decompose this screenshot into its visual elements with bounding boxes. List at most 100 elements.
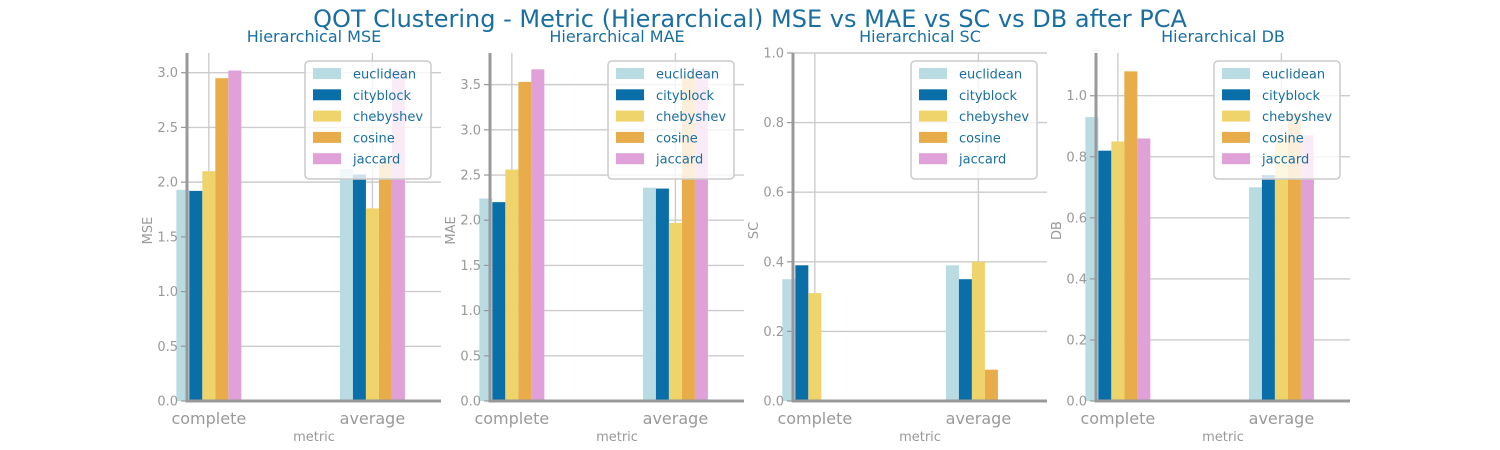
y-tick-label: 1.0 xyxy=(157,285,178,300)
bar-chebyshev-complete xyxy=(1111,141,1125,402)
legend-label-cityblock: cityblock xyxy=(1262,89,1321,104)
bar-cosine-average xyxy=(984,369,998,401)
y-tick-label: 0.6 xyxy=(1066,211,1087,226)
legend-label-chebyshev: chebyshev xyxy=(353,110,423,125)
x-tick-label: complete xyxy=(474,409,549,428)
y-tick-label: 2.0 xyxy=(157,176,178,191)
bar-chebyshev-average xyxy=(1274,135,1288,401)
legend-label-chebyshev: chebyshev xyxy=(959,110,1029,125)
legend-swatch-cityblock xyxy=(919,89,947,101)
legend-label-euclidean: euclidean xyxy=(959,68,1022,83)
bar-euclidean-average xyxy=(945,265,959,401)
x-tick-label: average xyxy=(340,409,406,428)
bar-euclidean-average xyxy=(642,187,656,401)
legend-label-cosine: cosine xyxy=(353,131,395,146)
legend-swatch-chebyshev xyxy=(1222,110,1250,122)
y-tick-label: 3.0 xyxy=(460,123,481,138)
y-axis-label: MSE xyxy=(141,217,156,245)
bar-cityblock-average xyxy=(655,188,669,401)
bar-jaccard-complete xyxy=(228,70,242,402)
y-tick-label: 0.5 xyxy=(460,349,481,364)
bar-cityblock-complete xyxy=(795,265,809,401)
legend-swatch-jaccard xyxy=(1222,153,1250,165)
subplot-sc: 0.0 0.2 0.4 0.6 0.8 1.0 complete average metric S… xyxy=(747,27,1047,445)
legend-label-jaccard: jaccard xyxy=(352,153,400,168)
bar-jaccard-complete xyxy=(531,69,545,401)
x-axis-label: metric xyxy=(293,430,335,445)
legend-swatch-euclidean xyxy=(919,68,947,79)
y-tick-label: 0.6 xyxy=(763,186,784,201)
legend-swatch-euclidean xyxy=(313,68,341,79)
bar-cosine-average xyxy=(378,160,392,401)
legend-swatch-chebyshev xyxy=(919,110,947,122)
y-axis-label: MAE xyxy=(444,216,459,244)
subplot-title: Hierarchical MAE xyxy=(549,27,684,46)
y-tick-label: 1.0 xyxy=(460,304,481,319)
subplot-mse: 0.0 0.5 1.0 1.5 2.0 2.5 3.0 complete average metr… xyxy=(141,27,441,445)
figure-title: QOT Clustering - Metric (Hierarchical) M… xyxy=(313,5,1187,33)
legend-label-euclidean: euclidean xyxy=(656,68,719,83)
bar-chebyshev-average xyxy=(668,222,682,401)
legend-label-jaccard: jaccard xyxy=(958,153,1006,168)
bar-chebyshev-average xyxy=(971,261,985,401)
x-axis-label: metric xyxy=(899,430,941,445)
legend-label-cityblock: cityblock xyxy=(656,89,715,104)
y-tick-label: 0.2 xyxy=(763,325,784,340)
legend-label-cityblock: cityblock xyxy=(959,89,1018,104)
y-tick-label: 0.0 xyxy=(460,395,481,410)
bar-cityblock-average xyxy=(958,279,972,401)
bar-cosine-complete xyxy=(215,78,229,402)
y-tick-label: 2.5 xyxy=(157,121,178,136)
legend-label-cosine: cosine xyxy=(1262,131,1304,146)
bar-jaccard-average xyxy=(1300,135,1314,401)
y-tick-label: 1.0 xyxy=(1066,89,1087,104)
legend-swatch-cityblock xyxy=(1222,89,1250,101)
y-tick-label: 0.2 xyxy=(1066,333,1087,348)
bar-euclidean-average xyxy=(339,169,353,401)
y-tick-label: 2.5 xyxy=(460,169,481,184)
bar-euclidean-average xyxy=(1248,187,1262,401)
y-tick-label: 0.8 xyxy=(1066,150,1087,165)
bar-cosine-average xyxy=(1287,114,1301,401)
bar-cityblock-complete xyxy=(492,202,506,401)
legend-label-jaccard: jaccard xyxy=(655,153,703,168)
x-tick-label: average xyxy=(946,409,1012,428)
y-tick-label: 3.5 xyxy=(460,78,481,93)
legend-swatch-euclidean xyxy=(616,68,644,79)
subplot-mae: 0.0 0.5 1.0 1.5 2.0 2.5 3.0 3.5 complete average m… xyxy=(444,27,744,445)
legend-swatch-euclidean xyxy=(1222,68,1250,79)
x-tick-label: average xyxy=(643,409,709,428)
legend-swatch-cosine xyxy=(919,131,947,143)
legend-swatch-chebyshev xyxy=(313,110,341,122)
bar-chebyshev-complete xyxy=(202,171,216,401)
y-axis-label: SC xyxy=(747,222,762,239)
legend-label-chebyshev: chebyshev xyxy=(656,110,726,125)
y-tick-label: 2.0 xyxy=(460,214,481,229)
y-tick-label: 3.0 xyxy=(157,66,178,81)
y-axis-label: DB xyxy=(1050,221,1065,240)
bar-cityblock-average xyxy=(1261,175,1275,401)
legend-label-cosine: cosine xyxy=(959,131,1001,146)
x-tick-label: complete xyxy=(1080,409,1155,428)
legend-swatch-cosine xyxy=(1222,131,1250,143)
y-tick-label: 0.8 xyxy=(763,116,784,131)
legend-swatch-jaccard xyxy=(919,153,947,165)
bar-chebyshev-complete xyxy=(808,293,822,401)
subplot-db: 0.0 0.2 0.4 0.6 0.8 1.0 complete average metric D… xyxy=(1050,27,1350,445)
x-tick-label: complete xyxy=(171,409,246,428)
y-tick-label: 1.5 xyxy=(460,259,481,274)
y-tick-label: 0.4 xyxy=(1066,272,1087,287)
y-tick-label: 1.0 xyxy=(763,47,784,62)
y-tick-label: 1.5 xyxy=(157,230,178,245)
bar-cosine-complete xyxy=(518,81,532,401)
y-tick-label: 0.5 xyxy=(157,340,178,355)
legend-swatch-cosine xyxy=(616,131,644,143)
bar-chebyshev-average xyxy=(365,208,379,401)
legend-label-cityblock: cityblock xyxy=(353,89,412,104)
bar-cityblock-average xyxy=(352,174,366,401)
y-tick-label: 0.0 xyxy=(1066,395,1087,410)
legend-swatch-jaccard xyxy=(616,153,644,165)
x-tick-label: average xyxy=(1249,409,1315,428)
subplot-title: Hierarchical SC xyxy=(859,27,981,46)
